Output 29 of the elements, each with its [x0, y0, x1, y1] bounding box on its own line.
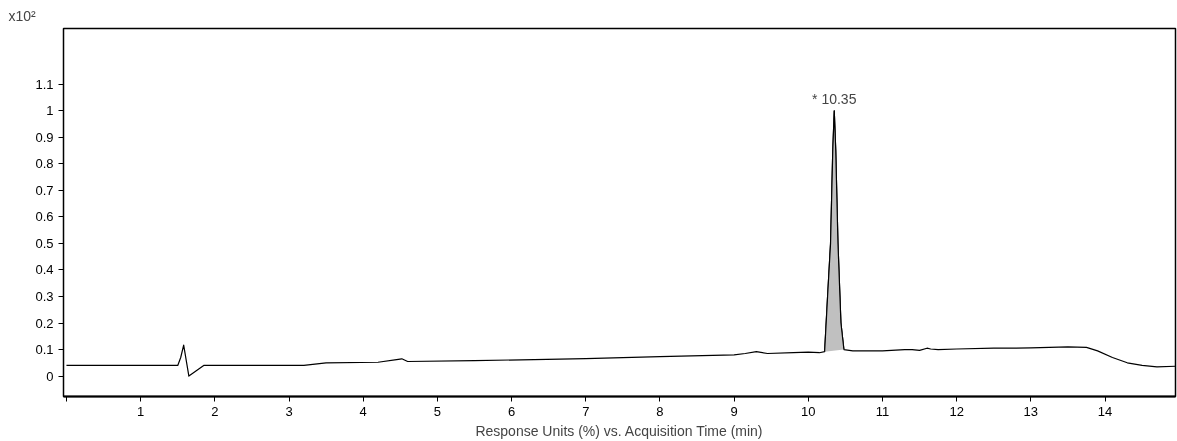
y-tick-label: 0.2: [35, 315, 54, 331]
x-tick-label: 3: [285, 403, 293, 419]
x-tick-label: 4: [359, 403, 367, 419]
x-tick-label: 5: [433, 403, 441, 419]
y-tick-label: 1: [46, 103, 54, 119]
y-tick-label: 0: [46, 368, 54, 384]
x-tick-label: 8: [656, 403, 664, 419]
x-tick-label: 14: [1097, 403, 1113, 419]
x-tick-label: 6: [507, 403, 516, 419]
x-tick-label: 2: [211, 403, 219, 419]
y-tick-label: 0.6: [35, 209, 54, 225]
y-tick-label: 0.8: [35, 156, 54, 172]
y-tick-label: 0.5: [35, 235, 54, 251]
y-axis-title: x10²: [8, 7, 37, 24]
y-tick-label: 0.9: [35, 129, 54, 145]
x-tick-label: 7: [582, 403, 590, 419]
y-tick-label: 0.1: [35, 342, 54, 358]
x-axis-title: Response Units (%) vs. Acquisition Time (min): [475, 422, 763, 439]
y-tick-label: 0.4: [35, 262, 54, 278]
x-tick-label: 9: [730, 403, 738, 419]
y-tick-label: 0.3: [35, 288, 54, 304]
x-tick-label: 11: [875, 403, 890, 419]
x-tick-label: 10: [801, 403, 816, 419]
y-tick-label: 0.7: [35, 182, 54, 198]
x-tick-label: 1: [137, 403, 145, 419]
x-tick-label: 12: [949, 403, 964, 419]
annotation: * 10.35: [812, 90, 857, 107]
x-tick-label: 13: [1023, 403, 1039, 419]
y-tick-label: 1.1: [35, 76, 54, 92]
